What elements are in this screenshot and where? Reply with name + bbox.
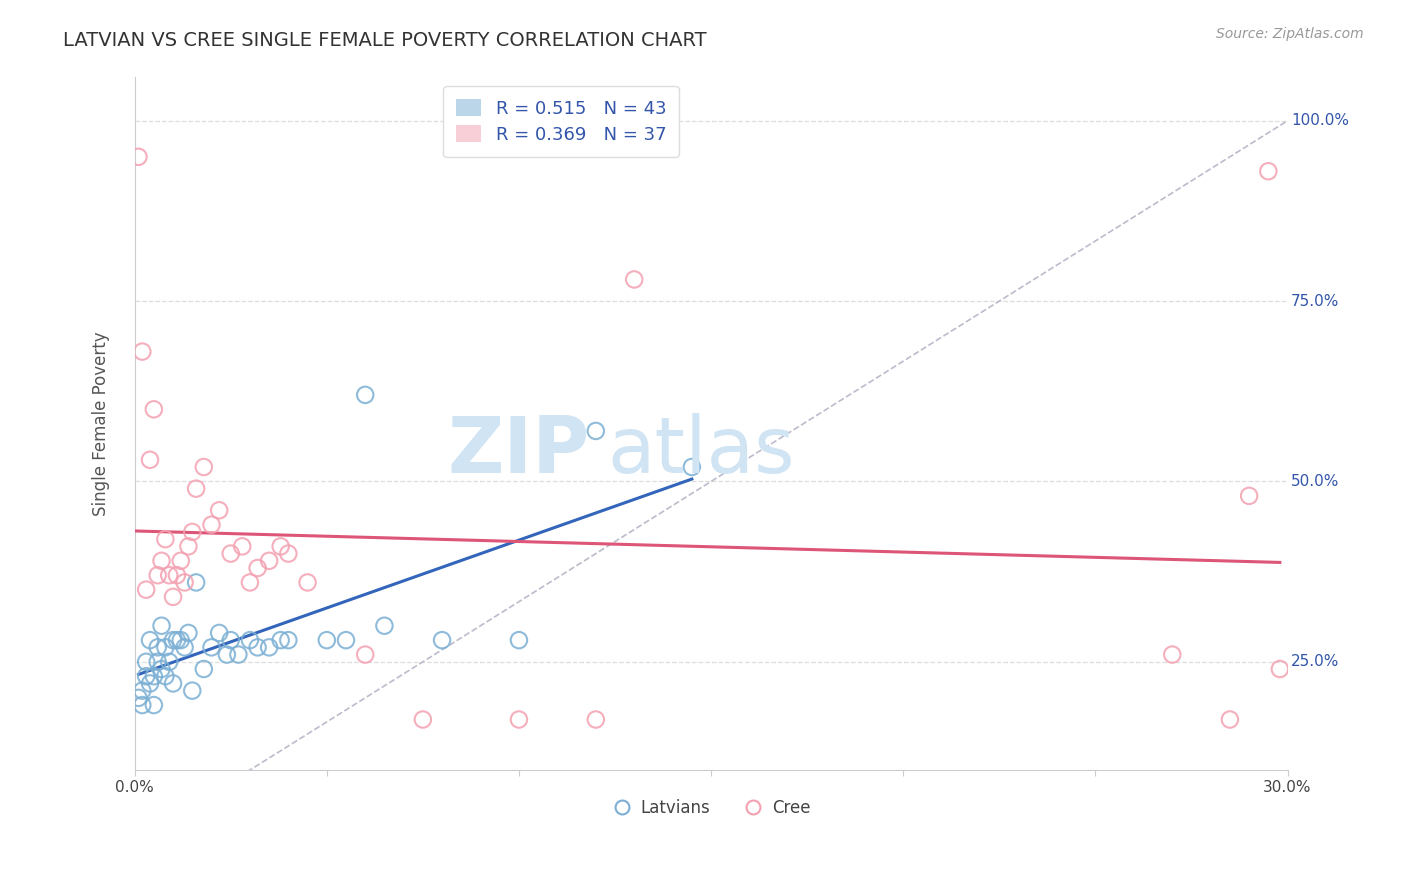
Point (193, 662, 215, 676)
Point (170, 554, 193, 568)
Point (139, 676, 162, 690)
Point (239, 575, 262, 590)
Point (155, 640, 177, 655)
Point (146, 655, 169, 669)
Point (585, 424, 607, 438)
Point (142, 698, 165, 712)
Point (219, 633, 242, 648)
Point (1161, 648, 1184, 662)
Point (239, 633, 262, 648)
Point (215, 648, 238, 662)
Point (184, 482, 207, 496)
Point (193, 460, 215, 475)
Text: 50.0%: 50.0% (1291, 474, 1340, 489)
Point (681, 460, 703, 475)
Text: ZIP: ZIP (447, 413, 591, 490)
Point (170, 633, 193, 648)
Point (1219, 713, 1241, 727)
Point (146, 568, 169, 582)
Point (146, 640, 169, 655)
Point (162, 633, 184, 648)
Text: atlas: atlas (607, 413, 794, 490)
Point (277, 547, 299, 561)
Point (166, 568, 188, 582)
Point (173, 575, 195, 590)
Point (1237, 489, 1260, 503)
Text: 25.0%: 25.0% (1291, 655, 1340, 669)
Point (354, 388, 377, 402)
Text: LATVIAN VS CREE SINGLE FEMALE POVERTY CORRELATION CHART: LATVIAN VS CREE SINGLE FEMALE POVERTY CO… (63, 31, 707, 50)
Point (150, 662, 173, 676)
Point (181, 524, 204, 539)
Point (135, 582, 157, 597)
Point (208, 626, 231, 640)
Point (142, 402, 165, 417)
Point (166, 633, 188, 648)
Point (297, 575, 319, 590)
Point (200, 640, 222, 655)
Point (270, 540, 292, 554)
Point (181, 683, 204, 698)
Point (135, 655, 157, 669)
Point (208, 503, 231, 517)
Y-axis label: Single Female Poverty: Single Female Poverty (93, 332, 110, 516)
Point (131, 344, 153, 359)
Point (246, 561, 269, 575)
Point (155, 669, 177, 683)
Point (157, 655, 180, 669)
Point (131, 698, 153, 712)
Text: Source: ZipAtlas.com: Source: ZipAtlas.com (1216, 27, 1364, 41)
Point (430, 633, 453, 648)
Point (373, 618, 395, 632)
Text: 75.0%: 75.0% (1291, 293, 1340, 309)
Point (257, 640, 280, 655)
Point (508, 713, 530, 727)
Point (228, 648, 250, 662)
Point (177, 540, 200, 554)
Point (157, 568, 180, 582)
Point (277, 633, 299, 648)
Point (142, 669, 165, 683)
Point (246, 640, 269, 655)
Point (585, 713, 607, 727)
Point (139, 633, 162, 648)
Point (412, 713, 434, 727)
Point (155, 532, 177, 546)
Point (162, 676, 184, 690)
Point (127, 690, 149, 705)
Point (127, 150, 149, 164)
Point (131, 683, 153, 698)
Legend: Latvians, Cree: Latvians, Cree (606, 793, 817, 824)
Point (219, 547, 242, 561)
Point (200, 517, 222, 532)
Point (315, 633, 337, 648)
Point (508, 633, 530, 648)
Point (177, 626, 200, 640)
Point (135, 669, 157, 683)
Point (162, 590, 184, 604)
Point (184, 575, 207, 590)
Point (173, 640, 195, 655)
Point (150, 618, 173, 632)
Point (1257, 164, 1279, 178)
Point (623, 272, 645, 286)
Text: 100.0%: 100.0% (1291, 113, 1348, 128)
Point (335, 633, 357, 648)
Point (1268, 662, 1291, 676)
Point (139, 452, 162, 467)
Point (257, 554, 280, 568)
Point (231, 540, 253, 554)
Point (354, 648, 377, 662)
Point (270, 633, 292, 648)
Point (150, 554, 173, 568)
